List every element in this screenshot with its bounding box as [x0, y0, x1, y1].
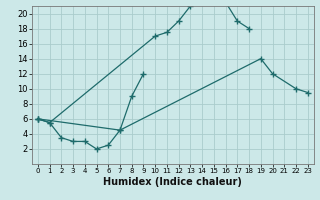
X-axis label: Humidex (Indice chaleur): Humidex (Indice chaleur): [103, 177, 242, 187]
